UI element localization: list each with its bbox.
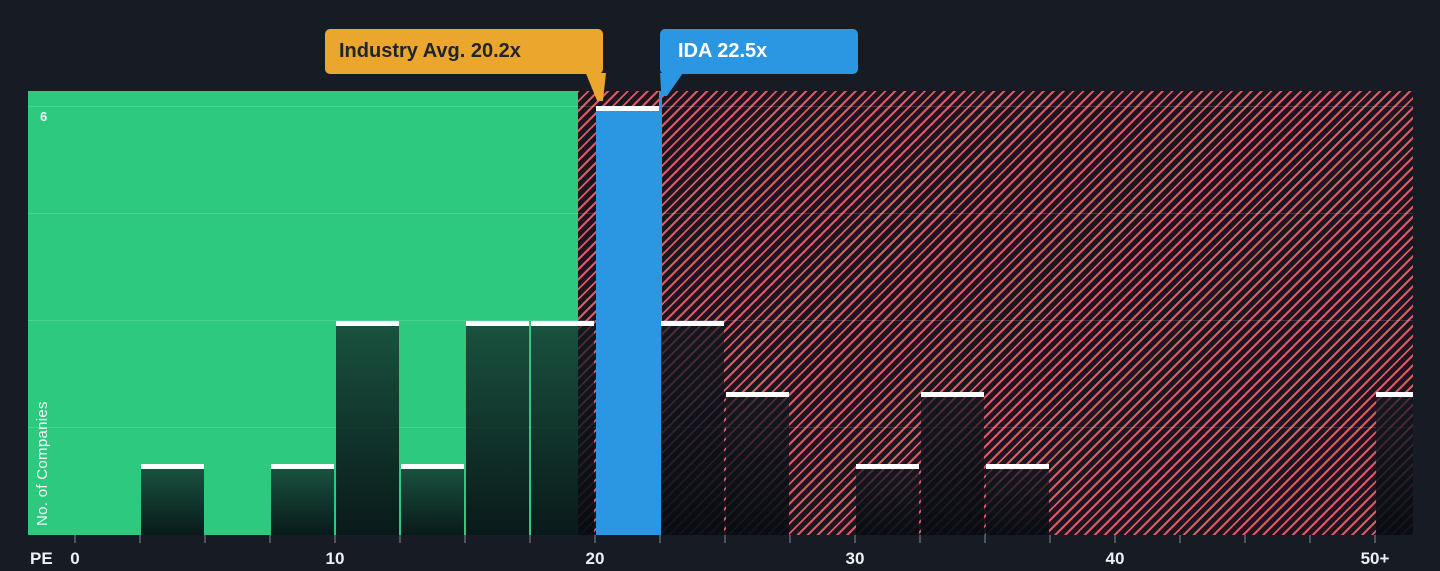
x-tick: [1049, 535, 1051, 543]
x-tick: [334, 535, 336, 543]
x-tick: [1374, 535, 1376, 543]
x-tick-label-40: 40: [1105, 549, 1125, 568]
industry-avg-label: Industry Avg. 20.2x: [339, 40, 521, 62]
x-tick: [139, 535, 141, 543]
histogram-bar-30-32.5[interactable]: [856, 463, 919, 535]
x-tick: [594, 535, 596, 543]
company-callout: IDA 22.5x: [660, 29, 858, 74]
x-tick-label-50+: 50+: [1360, 549, 1390, 568]
histogram-bar-12.5-15[interactable]: [401, 463, 464, 535]
x-tick: [204, 535, 206, 543]
histogram-bar-25-27.5[interactable]: [726, 392, 789, 535]
histogram-bar-2.5-5[interactable]: [141, 463, 204, 535]
x-tick: [1244, 535, 1246, 543]
x-tick: [1114, 535, 1116, 543]
histogram-bar-10-12.5[interactable]: [336, 320, 399, 535]
gridline: [28, 105, 1413, 107]
gridline: [28, 212, 1413, 214]
x-tick: [399, 535, 401, 543]
x-tick-label-20: 20: [585, 549, 605, 568]
y-axis-title: No. of Companies: [34, 401, 51, 526]
x-tick-label-0: 0: [70, 549, 80, 568]
histogram-bar-22.5-25[interactable]: [661, 320, 724, 535]
histogram-bar-15-17.5[interactable]: [466, 320, 529, 535]
x-tick-label-30: 30: [845, 549, 865, 568]
industry-avg-callout: Industry Avg. 20.2x: [325, 29, 603, 74]
x-tick-label-10: 10: [325, 549, 345, 568]
company-marker-line: [658, 91, 662, 535]
x-tick: [984, 535, 986, 543]
histogram-bar-17.5-20[interactable]: [531, 320, 594, 535]
x-tick: [854, 535, 856, 543]
company-bar-20-22.5[interactable]: [596, 106, 659, 535]
histogram-bar-32.5-35[interactable]: [921, 392, 984, 535]
x-tick: [529, 535, 531, 543]
x-tick: [464, 535, 466, 543]
histogram-bar-7.5-10[interactable]: [271, 463, 334, 535]
y-axis-max-label: 6: [40, 109, 48, 124]
x-tick: [74, 535, 76, 543]
x-tick: [659, 535, 661, 543]
x-tick: [919, 535, 921, 543]
x-tick: [1309, 535, 1311, 543]
histogram-bar-50-52.5[interactable]: [1376, 392, 1413, 535]
company-label: IDA 22.5x: [678, 40, 768, 62]
histogram-bar-35-37.5[interactable]: [986, 463, 1049, 535]
x-axis-title: PE: [30, 549, 53, 568]
x-tick: [789, 535, 791, 543]
x-tick: [724, 535, 726, 543]
above-average-zone: [578, 91, 1413, 535]
plot-area: [28, 91, 1413, 535]
x-tick: [269, 535, 271, 543]
x-tick: [1179, 535, 1181, 543]
